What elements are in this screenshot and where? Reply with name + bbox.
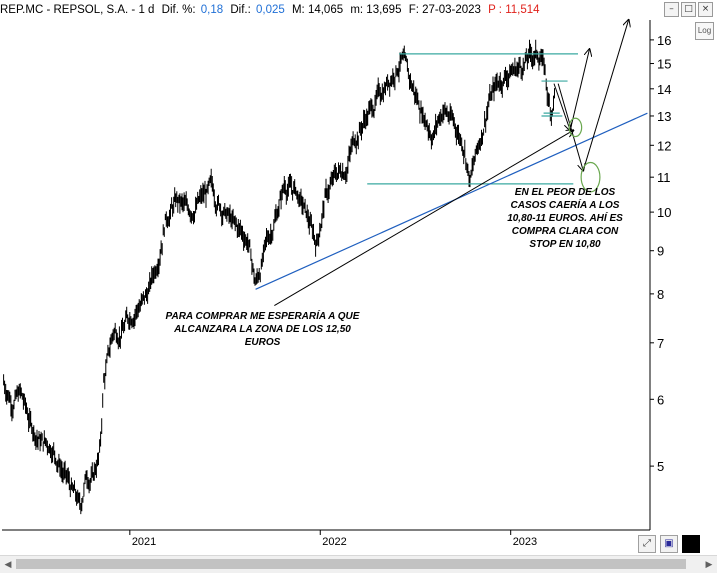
expand-icon[interactable]: ⤢ xyxy=(638,535,656,553)
x-tick-label: 2022 xyxy=(322,536,346,548)
color-square-icon[interactable] xyxy=(682,535,700,553)
scroll-left-icon[interactable]: ◀ xyxy=(4,559,12,569)
scroll-thumb[interactable] xyxy=(16,559,686,569)
annotation-worst-case: EN EL PEOR DE LOS CASOS CAERÍA A LOS 10,… xyxy=(507,187,623,250)
y-tick-label: 5 xyxy=(657,459,664,474)
target-ellipse xyxy=(568,117,583,138)
window-controls: – □ × xyxy=(664,2,713,17)
log-scale-button[interactable]: Log xyxy=(695,22,714,40)
max-label: M: 14,065 xyxy=(291,4,344,16)
dif-pct-label: Dif. %: xyxy=(161,4,196,16)
x-tick-label: 2021 xyxy=(132,536,156,548)
arrow-line xyxy=(582,20,628,171)
y-tick-label: 16 xyxy=(657,33,671,48)
annotation-buy-zone: PARA COMPRAR ME ESPERARÍA A QUE ALCANZAR… xyxy=(165,311,360,348)
arrow-line xyxy=(557,83,583,171)
dif-label: Dif.: xyxy=(230,4,251,16)
arrow-line xyxy=(569,49,589,131)
price-series xyxy=(3,39,555,515)
y-tick-label: 6 xyxy=(657,392,664,407)
y-tick-label: 9 xyxy=(657,244,664,259)
close-icon[interactable]: × xyxy=(698,2,713,17)
symbol-label: REP.MC - REPSOL, S.A. - 1 d xyxy=(0,4,155,16)
minimize-icon[interactable]: – xyxy=(664,2,679,17)
y-tick-label: 7 xyxy=(657,336,664,351)
min-label: m: 13,695 xyxy=(350,4,402,16)
x-tick-label: 2023 xyxy=(513,536,537,548)
chart-header: REP.MC - REPSOL, S.A. - 1 d Dif. %: 0,18… xyxy=(0,0,640,20)
dif-value: 0,025 xyxy=(255,4,285,16)
date-label: F: 27-03-2023 xyxy=(408,4,481,16)
y-tick-label: 15 xyxy=(657,57,671,72)
arrow-line xyxy=(274,130,573,306)
y-tick-label: 10 xyxy=(657,205,671,220)
price-chart: 5 6 7 8 9 10 11 12 13 14 15 16 2021 2022 2023 xyxy=(2,0,671,548)
y-tick-label: 8 xyxy=(657,287,664,302)
arrow-line xyxy=(553,83,570,131)
bottom-toolbar: ⤢ ▣ xyxy=(638,535,700,553)
scroll-right-icon[interactable]: ▶ xyxy=(705,559,713,569)
horizontal-scrollbar[interactable]: ◀ ▶ xyxy=(0,555,717,573)
maximize-icon[interactable]: □ xyxy=(681,2,696,17)
save-icon[interactable]: ▣ xyxy=(660,535,678,553)
target-ellipse xyxy=(580,161,601,193)
price-label: P : 11,514 xyxy=(488,4,540,16)
dif-pct-value: 0,18 xyxy=(200,4,224,16)
y-tick-label: 11 xyxy=(657,170,671,185)
y-tick-label: 13 xyxy=(657,109,671,124)
y-tick-label: 12 xyxy=(657,138,671,153)
y-tick-label: 14 xyxy=(657,82,671,97)
